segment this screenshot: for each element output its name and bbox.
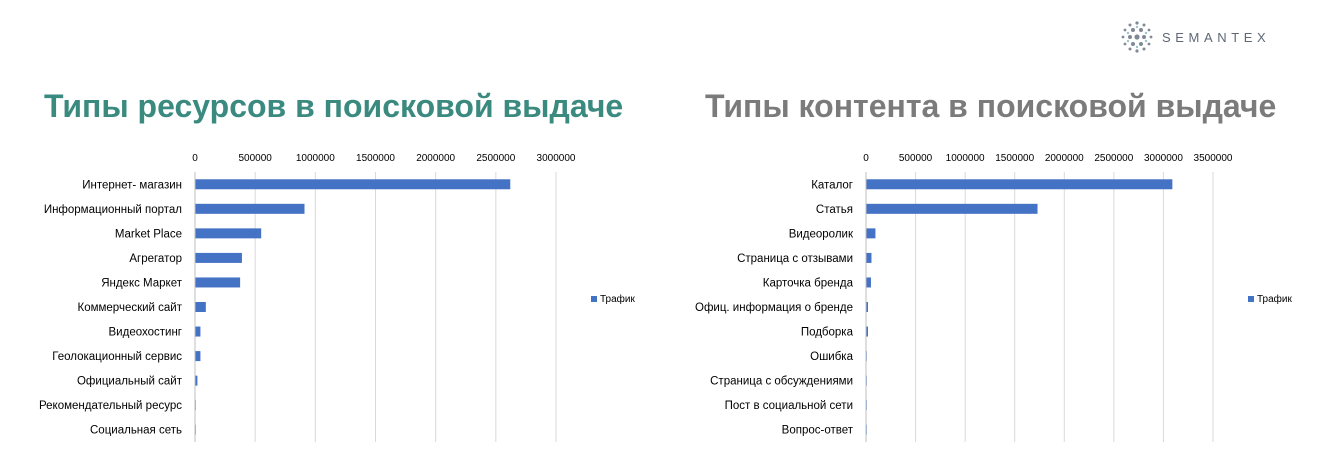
left-chart-legend-swatch (591, 296, 597, 302)
right-chart-bar (866, 252, 872, 263)
left-chart-title: Типы ресурсов в поисковой выдаче (44, 88, 624, 124)
left-chart-category-label: Социальная сеть (90, 425, 182, 437)
left-chart-category-label: Рекомендательный ресурс (39, 400, 182, 412)
right-chart-bar (866, 228, 876, 239)
left-chart-category-label: Геолокационный сервис (52, 351, 182, 363)
right-chart-bar (866, 277, 871, 288)
left-chart-category-label: Официальный сайт (77, 376, 183, 388)
right-chart-bar (866, 179, 1173, 190)
left-chart-category-label: Интернет- магазин (82, 179, 182, 191)
right-chart-category-label: Пост в социальной сети (725, 400, 853, 412)
right-chart-category-label: Подборка (801, 327, 854, 339)
right-chart-x-tick-label: 3000000 (1144, 153, 1183, 164)
left-chart-bar (195, 326, 201, 337)
left-chart-x-tick-label: 3000000 (537, 153, 576, 164)
left-chart-x-tick-label: 500000 (238, 153, 272, 164)
left-chart-x-tick-label: 1500000 (356, 153, 395, 164)
dotted-sphere-icon (1121, 21, 1153, 53)
right-chart-category-label: Карточка бренда (763, 277, 854, 289)
right-chart-category-label: Страница с отзывами (737, 253, 853, 265)
right-chart-bar (866, 203, 1038, 214)
right-chart-category-label: Страница с обсуждениями (710, 376, 853, 388)
left-chart-x-tick-label: 2000000 (416, 153, 455, 164)
right-chart-bar (866, 302, 868, 312)
right-chart-bar (866, 326, 868, 337)
left-chart-category-label: Яндекс Маркет (101, 277, 183, 289)
right-chart-title: Типы контента в поисковой выдаче (705, 88, 1277, 124)
right-chart-x-tick-label: 0 (863, 153, 869, 164)
right-chart-category-label: Статья (816, 204, 853, 216)
left-chart-category-label: Market Place (115, 228, 182, 240)
right-chart-x-tick-label: 500000 (899, 153, 933, 164)
right-chart-category-label: Каталог (811, 179, 853, 191)
right-chart-legend-swatch (1248, 296, 1254, 302)
left-chart-category-label: Видеохостинг (109, 327, 182, 339)
left-chart-category-label: Агрегатор (129, 253, 182, 265)
right-chart-category-label: Ошибка (810, 351, 853, 363)
right-chart-x-tick-label: 3500000 (1194, 153, 1233, 164)
left-chart-bar (195, 351, 201, 362)
left-chart-bar (195, 228, 262, 239)
left-chart-category-label: Коммерческий сайт (78, 302, 183, 314)
logo-text: SEMANTEX (1162, 29, 1271, 45)
left-chart-x-tick-label: 1000000 (296, 153, 335, 164)
left-chart-category-label: Информационный портал (44, 204, 182, 216)
left-chart-x-tick-label: 2500000 (476, 153, 515, 164)
semantex-logo: SEMANTEX (1120, 20, 1270, 54)
right-chart-x-tick-label: 1000000 (946, 153, 985, 164)
right-chart-x-tick-label: 2500000 (1094, 153, 1133, 164)
resource-types-chart: 0 500000 1000000 1500000 2000000 2500000 30000… (39, 153, 635, 442)
left-chart-bar (195, 203, 305, 214)
left-chart-legend-label: Трафик (600, 293, 635, 305)
right-chart-legend-label: Трафик (1257, 293, 1292, 305)
right-chart-x-tick-label: 1500000 (995, 153, 1034, 164)
right-chart-x-tick-label: 2000000 (1045, 153, 1084, 164)
left-chart-bar (195, 252, 242, 263)
left-chart-bar (195, 179, 511, 190)
right-chart-category-label: Вопрос-ответ (782, 425, 854, 437)
left-chart-x-tick-label: 0 (192, 153, 198, 164)
left-chart-bar (195, 277, 241, 288)
left-chart-bar (195, 375, 198, 386)
right-chart-category-label: Видеоролик (789, 228, 854, 240)
right-chart-category-label: Офиц. информация о бренде (695, 302, 853, 314)
left-chart-bar (195, 302, 206, 312)
